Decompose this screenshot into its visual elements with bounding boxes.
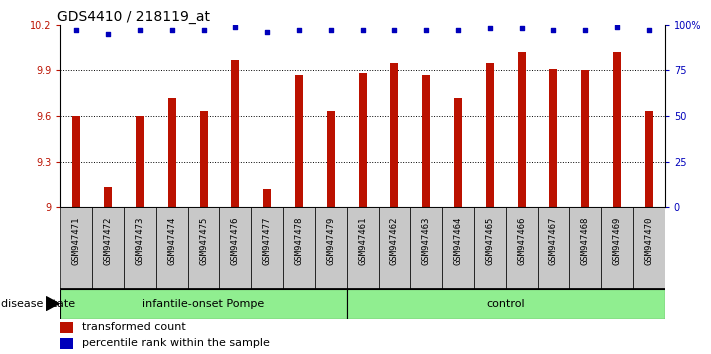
Bar bbox=[156, 207, 188, 289]
Bar bbox=[136, 116, 144, 207]
Bar bbox=[295, 75, 303, 207]
Point bbox=[230, 24, 241, 29]
Bar bbox=[231, 60, 240, 207]
Bar bbox=[645, 112, 653, 207]
Bar bbox=[347, 207, 378, 289]
Point bbox=[643, 27, 655, 33]
Bar bbox=[251, 207, 283, 289]
Point bbox=[452, 27, 464, 33]
Text: GSM947473: GSM947473 bbox=[136, 217, 144, 265]
Bar bbox=[390, 63, 398, 207]
Bar bbox=[327, 112, 335, 207]
Bar bbox=[73, 116, 80, 207]
Text: control: control bbox=[486, 298, 525, 309]
Text: GSM947464: GSM947464 bbox=[454, 217, 463, 265]
Bar bbox=[188, 207, 220, 289]
Bar bbox=[124, 207, 156, 289]
Point bbox=[198, 27, 209, 33]
Text: disease state: disease state bbox=[1, 298, 75, 309]
Text: GSM947466: GSM947466 bbox=[517, 217, 526, 265]
Bar bbox=[263, 189, 271, 207]
Bar bbox=[613, 52, 621, 207]
Point bbox=[166, 27, 178, 33]
Bar bbox=[550, 69, 557, 207]
Point bbox=[420, 27, 432, 33]
Point bbox=[70, 27, 82, 33]
Point bbox=[484, 25, 496, 31]
Text: GSM947471: GSM947471 bbox=[72, 217, 81, 265]
Text: GSM947475: GSM947475 bbox=[199, 217, 208, 265]
Text: GSM947462: GSM947462 bbox=[390, 217, 399, 265]
Bar bbox=[60, 207, 92, 289]
Bar bbox=[358, 73, 367, 207]
Point bbox=[102, 31, 114, 37]
Bar bbox=[506, 207, 538, 289]
Text: GSM947470: GSM947470 bbox=[644, 217, 653, 265]
Bar bbox=[474, 207, 506, 289]
Text: GSM947476: GSM947476 bbox=[231, 217, 240, 265]
Point bbox=[547, 27, 559, 33]
Text: GSM947461: GSM947461 bbox=[358, 217, 367, 265]
Point bbox=[294, 27, 305, 33]
Text: GSM947479: GSM947479 bbox=[326, 217, 336, 265]
Point bbox=[357, 27, 368, 33]
Text: GSM947472: GSM947472 bbox=[104, 217, 112, 265]
Text: GSM947463: GSM947463 bbox=[422, 217, 431, 265]
Point bbox=[325, 27, 336, 33]
Text: GSM947478: GSM947478 bbox=[294, 217, 304, 265]
Bar bbox=[582, 70, 589, 207]
Bar bbox=[200, 112, 208, 207]
Text: transformed count: transformed count bbox=[82, 322, 186, 332]
Bar bbox=[570, 207, 602, 289]
Bar bbox=[315, 207, 347, 289]
Bar bbox=[486, 63, 494, 207]
Bar bbox=[454, 98, 462, 207]
Bar bbox=[518, 52, 525, 207]
Text: GDS4410 / 218119_at: GDS4410 / 218119_at bbox=[58, 10, 210, 24]
Bar bbox=[60, 322, 73, 333]
Text: GSM947469: GSM947469 bbox=[613, 217, 621, 265]
Bar bbox=[442, 207, 474, 289]
Bar bbox=[105, 187, 112, 207]
Bar bbox=[92, 207, 124, 289]
Bar bbox=[602, 207, 633, 289]
Text: GSM947474: GSM947474 bbox=[167, 217, 176, 265]
Text: GSM947467: GSM947467 bbox=[549, 217, 558, 265]
Text: percentile rank within the sample: percentile rank within the sample bbox=[82, 338, 269, 348]
Point bbox=[134, 27, 146, 33]
Point bbox=[611, 24, 623, 29]
Text: GSM947468: GSM947468 bbox=[581, 217, 589, 265]
Point bbox=[516, 25, 528, 31]
Bar bbox=[633, 207, 665, 289]
Bar bbox=[283, 207, 315, 289]
Bar bbox=[60, 338, 73, 349]
Bar bbox=[410, 207, 442, 289]
Text: GSM947477: GSM947477 bbox=[262, 217, 272, 265]
Bar bbox=[538, 207, 570, 289]
Bar bbox=[422, 75, 430, 207]
Point bbox=[389, 27, 400, 33]
Bar bbox=[347, 289, 665, 319]
Bar bbox=[168, 98, 176, 207]
Text: GSM947465: GSM947465 bbox=[486, 217, 494, 265]
Point bbox=[262, 29, 273, 35]
Bar bbox=[60, 289, 347, 319]
Point bbox=[579, 27, 591, 33]
Text: infantile-onset Pompe: infantile-onset Pompe bbox=[142, 298, 264, 309]
Bar bbox=[378, 207, 410, 289]
Polygon shape bbox=[46, 297, 59, 310]
Bar bbox=[220, 207, 251, 289]
